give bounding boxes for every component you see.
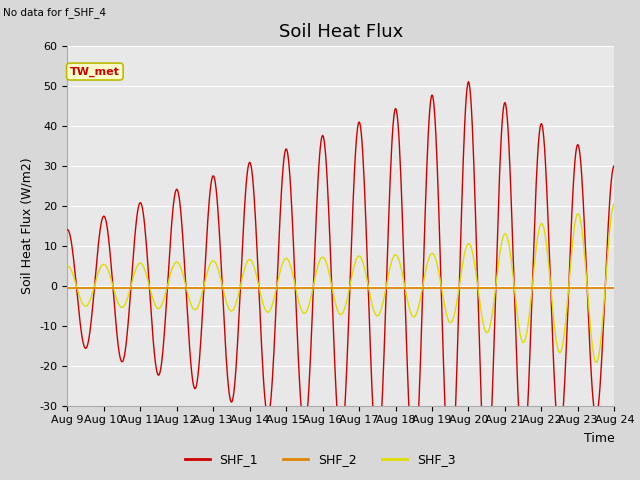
- Text: Time: Time: [584, 432, 614, 445]
- Legend: SHF_1, SHF_2, SHF_3: SHF_1, SHF_2, SHF_3: [180, 448, 460, 471]
- Y-axis label: Soil Heat Flux (W/m2): Soil Heat Flux (W/m2): [20, 157, 34, 294]
- Text: No data for f_SHF_4: No data for f_SHF_4: [3, 7, 106, 18]
- Text: TW_met: TW_met: [70, 66, 120, 77]
- Title: Soil Heat Flux: Soil Heat Flux: [278, 23, 403, 41]
